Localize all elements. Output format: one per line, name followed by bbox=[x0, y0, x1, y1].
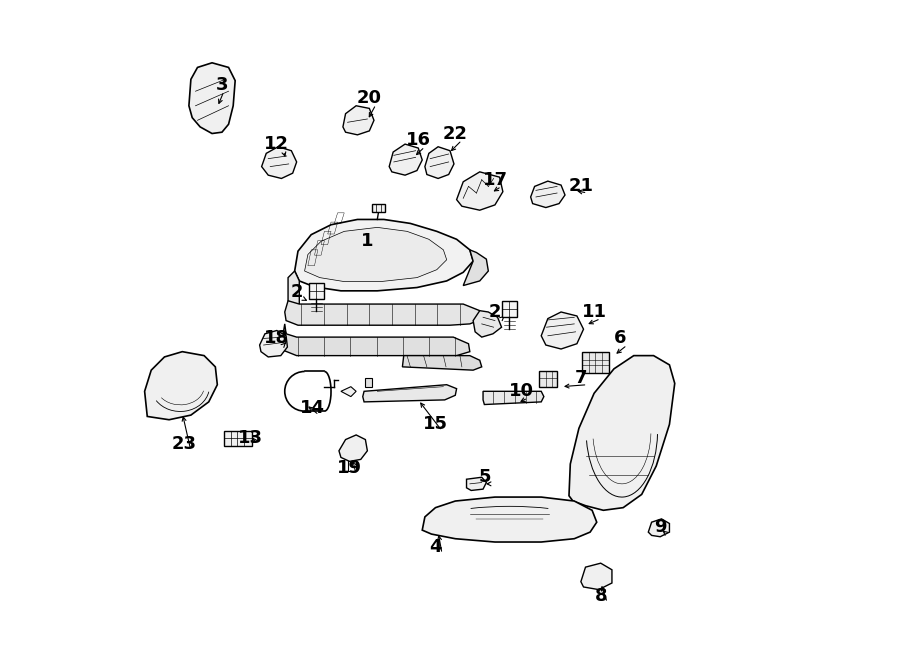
Text: 22: 22 bbox=[443, 124, 468, 143]
Text: 23: 23 bbox=[172, 435, 197, 453]
Text: 17: 17 bbox=[482, 171, 508, 189]
Text: 7: 7 bbox=[574, 369, 587, 387]
Polygon shape bbox=[425, 147, 454, 178]
Text: 20: 20 bbox=[357, 89, 382, 107]
Polygon shape bbox=[466, 477, 486, 490]
Text: 13: 13 bbox=[238, 428, 263, 447]
Text: 1: 1 bbox=[361, 232, 374, 251]
Polygon shape bbox=[288, 271, 300, 305]
Polygon shape bbox=[189, 63, 235, 134]
Polygon shape bbox=[145, 352, 217, 420]
Text: 21: 21 bbox=[569, 177, 593, 196]
Polygon shape bbox=[580, 563, 612, 590]
Polygon shape bbox=[341, 387, 356, 397]
Polygon shape bbox=[539, 371, 557, 387]
Polygon shape bbox=[648, 519, 670, 537]
Text: 11: 11 bbox=[581, 303, 607, 321]
Polygon shape bbox=[224, 431, 252, 446]
Polygon shape bbox=[284, 301, 483, 325]
Polygon shape bbox=[464, 250, 489, 286]
Text: 2: 2 bbox=[489, 303, 501, 321]
Polygon shape bbox=[343, 106, 374, 135]
Polygon shape bbox=[541, 312, 583, 349]
Text: 2: 2 bbox=[291, 283, 303, 301]
Polygon shape bbox=[531, 181, 565, 208]
Polygon shape bbox=[294, 219, 473, 291]
Text: 15: 15 bbox=[423, 415, 448, 434]
Text: 4: 4 bbox=[429, 538, 442, 557]
Polygon shape bbox=[309, 283, 324, 299]
Polygon shape bbox=[365, 378, 372, 387]
Polygon shape bbox=[259, 330, 287, 357]
Polygon shape bbox=[582, 352, 608, 373]
Text: 8: 8 bbox=[594, 587, 607, 605]
Polygon shape bbox=[569, 356, 675, 510]
Text: 12: 12 bbox=[265, 135, 289, 153]
Polygon shape bbox=[422, 497, 597, 542]
Text: 18: 18 bbox=[265, 329, 290, 348]
Text: 16: 16 bbox=[406, 131, 431, 149]
Polygon shape bbox=[304, 227, 446, 282]
Text: 14: 14 bbox=[300, 399, 325, 418]
Polygon shape bbox=[262, 147, 297, 178]
Polygon shape bbox=[282, 324, 470, 356]
Polygon shape bbox=[389, 144, 422, 175]
Text: 5: 5 bbox=[479, 468, 491, 486]
Text: 19: 19 bbox=[337, 459, 362, 477]
Text: 3: 3 bbox=[216, 75, 229, 94]
Polygon shape bbox=[363, 385, 456, 402]
Polygon shape bbox=[339, 435, 367, 461]
Text: 9: 9 bbox=[654, 518, 666, 537]
Polygon shape bbox=[456, 172, 503, 210]
Text: 10: 10 bbox=[508, 382, 534, 401]
Polygon shape bbox=[473, 311, 501, 337]
Polygon shape bbox=[402, 356, 482, 370]
Polygon shape bbox=[483, 391, 544, 405]
Polygon shape bbox=[372, 204, 385, 212]
Text: 6: 6 bbox=[615, 329, 626, 348]
Polygon shape bbox=[501, 301, 518, 317]
